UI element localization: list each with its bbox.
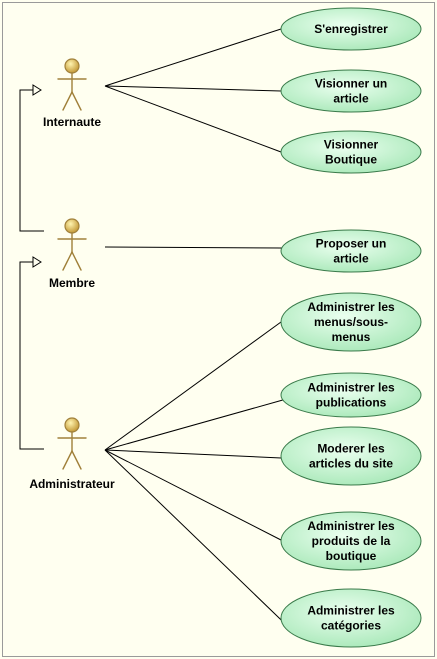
actor-internaute[interactable]: Internaute xyxy=(43,58,101,129)
generalization-line-membre-to-internaute xyxy=(19,89,44,232)
actor-head-icon xyxy=(64,218,80,234)
actors-layer: Internaute Membre Administrateur xyxy=(29,58,115,491)
actor-label: Internaute xyxy=(43,115,101,129)
use-case-label-line: publications xyxy=(316,396,387,410)
association-administrateur-uc6 xyxy=(104,399,283,451)
actor-label: Membre xyxy=(49,276,95,290)
use-case-ellipse xyxy=(280,229,422,273)
use-case-label-line: Administrer les xyxy=(307,381,395,395)
actor-head-icon xyxy=(64,417,80,433)
use-case-label-line: article xyxy=(333,92,369,106)
association-administrateur-uc9 xyxy=(104,449,282,621)
association-administrateur-uc7 xyxy=(104,449,282,459)
use-case-ellipse xyxy=(280,7,422,51)
actor-label: Administrateur xyxy=(29,477,115,491)
actor-left-leg xyxy=(62,91,73,111)
use-case-label-line: Proposer un xyxy=(316,237,387,251)
use-case-ellipse xyxy=(280,426,422,486)
generalization-arrowhead-internaute xyxy=(32,84,42,96)
actor-administrateur[interactable]: Administrateur xyxy=(29,417,115,491)
association-internaute-uc2 xyxy=(104,85,282,92)
use-case-label-line: Administrer les xyxy=(307,604,395,618)
use-case-label-line: Moderer les xyxy=(317,442,385,456)
actor-left-leg xyxy=(62,450,73,470)
use-case-ellipse xyxy=(280,511,422,571)
association-internaute-uc3 xyxy=(104,85,282,153)
actor-membre[interactable]: Membre xyxy=(49,218,95,290)
use-case-label-line: boutique xyxy=(326,549,377,563)
use-case-label-line: Boutique xyxy=(325,153,377,167)
actor-left-leg xyxy=(62,251,73,271)
use-case-uc1[interactable]: S'enregistrer xyxy=(280,7,422,51)
association-administrateur-uc8 xyxy=(104,449,282,541)
association-internaute-uc1 xyxy=(104,28,282,87)
use-case-label-line: catégories xyxy=(321,619,381,633)
actor-right-leg xyxy=(71,251,82,271)
use-case-ellipse xyxy=(280,292,422,352)
association-administrateur-uc5 xyxy=(104,321,282,451)
association-membre-uc4 xyxy=(104,246,282,249)
generalization-arrowhead-membre xyxy=(32,256,42,268)
use-case-label-line: articles du site xyxy=(309,457,393,471)
actor-right-leg xyxy=(71,91,82,111)
use-case-ellipse xyxy=(280,372,422,418)
use-case-label-line: Visionner xyxy=(324,138,379,152)
generalization-line-administrateur-to-membre xyxy=(19,261,44,450)
use-case-label-line: Administrer les xyxy=(307,519,395,533)
use-case-label-line: article xyxy=(333,252,369,266)
use-case-label-line: S'enregistrer xyxy=(314,22,388,36)
use-case-ellipse xyxy=(280,69,422,113)
use-case-label-line: produits de la xyxy=(312,534,391,548)
links-layer xyxy=(19,28,283,621)
use-case-label-line: Visionner un xyxy=(315,77,387,91)
actor-right-leg xyxy=(71,450,82,470)
use-case-ellipse xyxy=(280,588,422,648)
use-case-label-line: menus xyxy=(332,330,371,344)
use-case-label-line: menus/sous- xyxy=(314,315,388,329)
use-case-label-line: Administrer les xyxy=(307,300,395,314)
use-case-ellipse xyxy=(280,130,422,174)
actor-head-icon xyxy=(64,58,80,74)
